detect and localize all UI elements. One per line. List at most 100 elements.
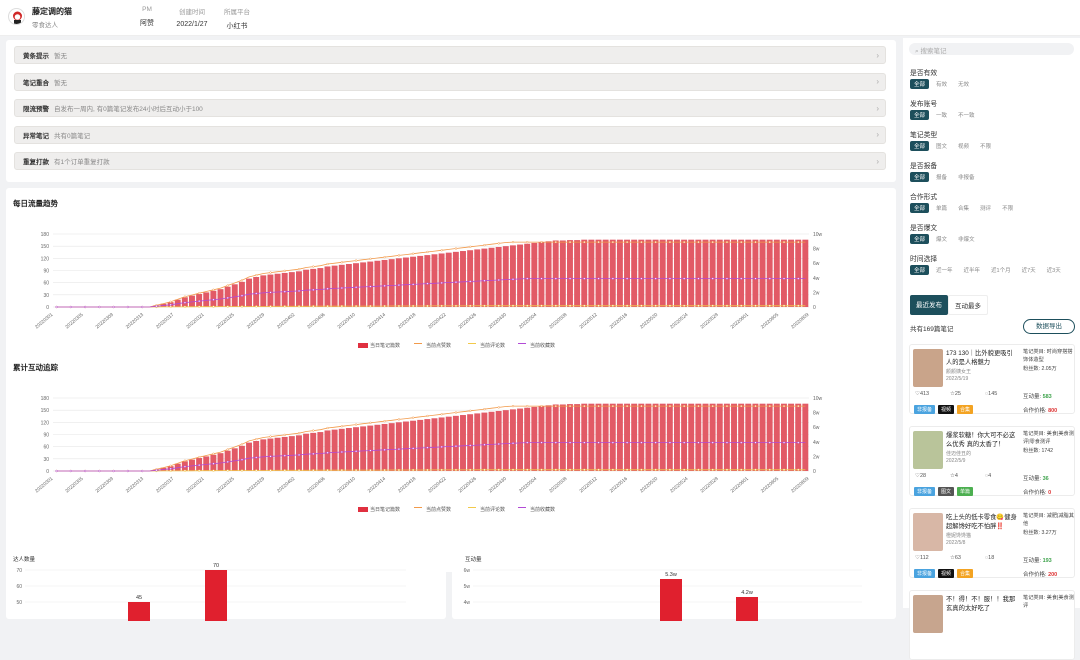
filter-option[interactable]: 非报备 [958, 175, 975, 181]
bar [552, 404, 559, 471]
x-tick-label: 20220301 [34, 312, 54, 331]
bar [538, 406, 545, 471]
point [169, 300, 172, 303]
note-card[interactable]: 173 130｜比外貌更吸引人的是人格魅力 笔记类目: 时尚穿搭搭饰体造型 颜颜姨女… [909, 344, 1075, 414]
filter-option[interactable]: 近半年 [963, 268, 981, 274]
note-thumbnail [913, 349, 943, 387]
bar [788, 403, 795, 471]
alert-row[interactable]: 黄条提示 暂无 › [14, 46, 886, 64]
filter-option[interactable]: 全部 [910, 234, 930, 244]
filter-option[interactable]: 不限 [1002, 206, 1014, 212]
point [169, 467, 172, 470]
bar [695, 239, 702, 307]
filter-option[interactable]: 全部 [910, 110, 930, 120]
bar [317, 268, 324, 307]
point [212, 469, 215, 472]
filter-option[interactable]: 不一致 [958, 113, 975, 119]
point [597, 240, 600, 244]
bar [381, 423, 388, 471]
export-button[interactable]: 数据导出 [1023, 319, 1075, 334]
x-tick-label: 20220402 [276, 312, 296, 331]
y-tick-label: 6w [464, 568, 471, 574]
x-tick-label: 20220329 [246, 476, 266, 495]
y-tick-label: 180 [41, 396, 50, 402]
bar [303, 433, 310, 471]
alert-row[interactable]: 重复打款 有1个订单重复打款 › [14, 152, 886, 170]
y-tick-label: 60 [16, 584, 22, 590]
point [98, 469, 101, 473]
filter-option[interactable]: 近1个月 [991, 268, 1011, 274]
bar [295, 271, 302, 307]
alert-row[interactable]: 笔记重合 暂无 › [14, 72, 886, 91]
bar [538, 242, 545, 307]
filter-option[interactable]: 无效 [958, 82, 970, 88]
alert-row[interactable]: 异常笔记 共有0篇笔记 › [14, 125, 886, 144]
filter-option[interactable]: 全部 [910, 203, 930, 213]
filter-option[interactable]: 合集 [958, 206, 970, 212]
bar [460, 415, 466, 471]
point [797, 277, 800, 280]
data-label: 5.3w [665, 572, 677, 578]
bar [745, 403, 752, 471]
star-count: 4 [954, 473, 958, 479]
filter-option[interactable]: 近一年 [936, 268, 953, 274]
filter-option[interactable]: 一致 [936, 113, 948, 119]
meta-pm: PM 阿赞 [117, 6, 177, 28]
filter-label: 是否报备 [910, 163, 938, 170]
y-tick-label: 30 [43, 293, 49, 299]
x-tick-label: 20220422 [427, 312, 447, 331]
filter-option[interactable]: 视频 [958, 144, 970, 150]
bar [609, 239, 616, 307]
point [369, 421, 372, 425]
point [297, 268, 301, 271]
point [397, 418, 401, 421]
filter-option[interactable]: 全部 [910, 265, 930, 275]
tab-recent[interactable]: 最近发布 [910, 295, 948, 315]
point [740, 441, 743, 444]
point [412, 447, 415, 450]
note-card[interactable]: 吃上头的低卡零食😋健身超解馋好吃不怕胖‼️ 笔记类目: 减肥|减脂其他 橙妮馋馋猫 2… [909, 508, 1075, 578]
note-card[interactable]: 爆浆软糖！你大可不必这么优秀 真的太香了！ 笔记类目: 美食|美食测评|零食测评佳… [909, 426, 1075, 496]
point [625, 277, 629, 280]
bar [660, 579, 682, 621]
alert-detail: 有1个订单重复打款 [54, 159, 110, 166]
interaction-chart: 6w 5w 4w 5.3w 4.2w [464, 568, 862, 621]
bar [517, 408, 524, 471]
filter-option[interactable]: 图文 [936, 144, 948, 150]
filter-option[interactable]: 测评 [980, 206, 992, 212]
bar [395, 258, 402, 307]
filter-option[interactable]: 爆文 [936, 237, 948, 243]
point [169, 469, 172, 473]
star-count: 25 [954, 391, 961, 397]
bar [360, 262, 367, 307]
filter-option[interactable]: 全部 [910, 141, 930, 151]
point [625, 404, 629, 408]
point [269, 271, 272, 274]
filter-option[interactable]: 全部 [910, 79, 930, 89]
bar [524, 407, 531, 471]
filter-option[interactable]: 有效 [936, 82, 948, 88]
filter-option[interactable]: 报备 [936, 175, 948, 181]
bar [581, 403, 588, 471]
note-title: 不！得！不！服！！我那玄真的太好吃了 [946, 596, 1016, 612]
filter-option[interactable]: 近7天 [1021, 268, 1036, 274]
filter-option[interactable]: 不限 [980, 144, 992, 150]
meta-created: 创建时间 2022/1/27 [162, 6, 222, 28]
search-input[interactable]: ⌕ 搜索笔记 [909, 43, 1074, 55]
influencer-count-chart: 70 60 50 45 70 [16, 563, 406, 621]
x-tick-label: 20220430 [488, 476, 508, 495]
point [583, 468, 586, 471]
point [141, 305, 144, 309]
filter-option[interactable]: 单篇 [936, 206, 948, 212]
alert-row[interactable]: 限流预警 自发布一周内, 有0篇笔记发布24小时后互动小于100 › [14, 99, 886, 117]
note-card[interactable]: 不！得！不！服！！我那玄真的太好吃了 笔记类目: 美食|美食测评 [909, 590, 1075, 660]
bar [673, 403, 680, 471]
filter-option[interactable]: 全部 [910, 172, 930, 182]
x-tick-label: 20220609 [790, 312, 810, 331]
point [540, 441, 543, 444]
tab-most-interaction[interactable]: 互动最多 [948, 295, 988, 315]
filter-option[interactable]: 近3天 [1046, 268, 1061, 274]
bar [374, 260, 381, 307]
filter-option[interactable]: 非爆文 [958, 237, 975, 243]
point [554, 277, 557, 280]
